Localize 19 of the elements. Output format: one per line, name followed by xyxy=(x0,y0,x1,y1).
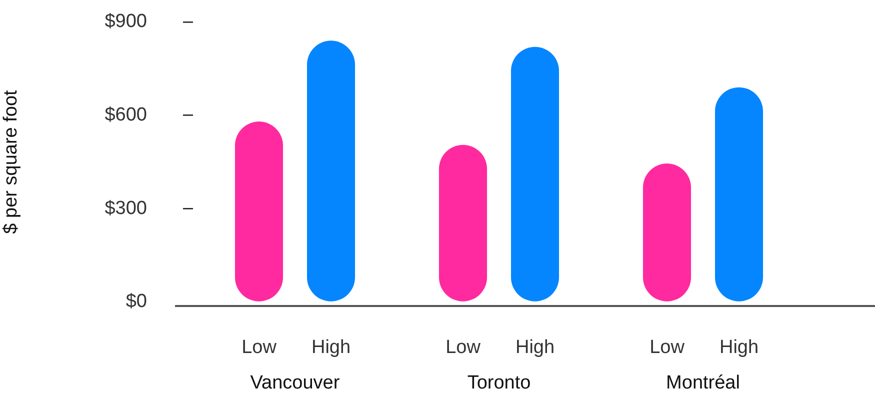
y-tick-label: $900 xyxy=(104,11,147,32)
y-tick-label: $600 xyxy=(104,104,147,126)
text: Low xyxy=(242,337,276,358)
y-tick-label: $0 xyxy=(126,291,147,312)
x-tick-label: Toronto xyxy=(467,372,531,394)
x-tick-label: Montréal xyxy=(666,372,740,394)
y-tick-label: $300 xyxy=(104,198,147,219)
bar xyxy=(438,144,488,302)
text: High xyxy=(719,337,759,358)
bar xyxy=(306,40,356,302)
y-axis-title: $ per square foot xyxy=(0,89,22,234)
bar xyxy=(234,122,284,302)
text: High xyxy=(515,337,555,358)
text: Low xyxy=(650,337,684,358)
text: High xyxy=(311,337,351,358)
bar xyxy=(714,87,764,302)
bar xyxy=(510,46,560,302)
text: Low xyxy=(446,337,481,358)
x-tick-label: Vancouver xyxy=(250,372,340,394)
